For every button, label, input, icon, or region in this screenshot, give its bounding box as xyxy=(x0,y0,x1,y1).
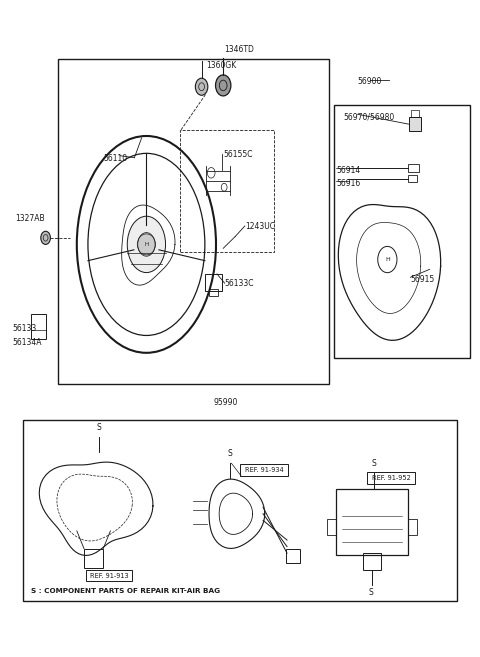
Text: 56134A: 56134A xyxy=(12,338,41,348)
Bar xyxy=(286,549,300,563)
Bar xyxy=(209,289,218,296)
Circle shape xyxy=(138,233,155,256)
Text: 56155C: 56155C xyxy=(223,150,252,159)
Text: 56133C: 56133C xyxy=(225,279,254,288)
Ellipse shape xyxy=(127,216,166,273)
Text: 56900: 56900 xyxy=(358,77,382,86)
Circle shape xyxy=(41,231,50,244)
Text: S: S xyxy=(369,588,373,597)
Bar xyxy=(363,553,381,570)
Text: S: S xyxy=(96,422,101,432)
Text: REF. 91-934: REF. 91-934 xyxy=(245,466,283,473)
Text: 56110: 56110 xyxy=(103,154,127,164)
Text: 1360GK: 1360GK xyxy=(206,61,237,70)
Text: H: H xyxy=(144,242,148,247)
Text: 56914: 56914 xyxy=(336,166,360,175)
Bar xyxy=(84,549,103,568)
Text: 95990: 95990 xyxy=(214,397,238,407)
Text: S: S xyxy=(227,449,232,458)
Bar xyxy=(205,274,222,291)
Text: REF. 91-913: REF. 91-913 xyxy=(90,572,128,579)
Text: 56915: 56915 xyxy=(410,275,435,284)
Bar xyxy=(31,314,46,339)
Bar xyxy=(240,464,288,476)
Text: 1327AB: 1327AB xyxy=(15,214,45,223)
Bar xyxy=(408,175,417,182)
Text: H: H xyxy=(385,257,390,262)
Text: 56133: 56133 xyxy=(12,324,36,333)
Bar xyxy=(409,117,421,131)
Bar xyxy=(334,105,470,358)
Bar xyxy=(23,420,457,601)
Bar xyxy=(367,472,415,484)
Bar xyxy=(327,519,336,535)
Text: S: S xyxy=(371,459,376,468)
Bar xyxy=(408,519,417,535)
Bar xyxy=(408,164,419,172)
Circle shape xyxy=(216,75,231,96)
Bar xyxy=(86,570,132,581)
Circle shape xyxy=(195,78,208,95)
Bar xyxy=(180,130,274,252)
Text: 56916: 56916 xyxy=(336,179,360,189)
Bar xyxy=(336,489,408,555)
Text: 1243UC: 1243UC xyxy=(245,222,275,231)
Bar xyxy=(411,110,419,117)
Bar xyxy=(58,59,329,384)
Text: REF. 91-952: REF. 91-952 xyxy=(372,475,410,482)
Text: S : COMPONENT PARTS OF REPAIR KIT-AIR BAG: S : COMPONENT PARTS OF REPAIR KIT-AIR BA… xyxy=(31,588,220,595)
Text: 56970/56980: 56970/56980 xyxy=(343,112,395,122)
Text: 1346TD: 1346TD xyxy=(225,45,254,54)
